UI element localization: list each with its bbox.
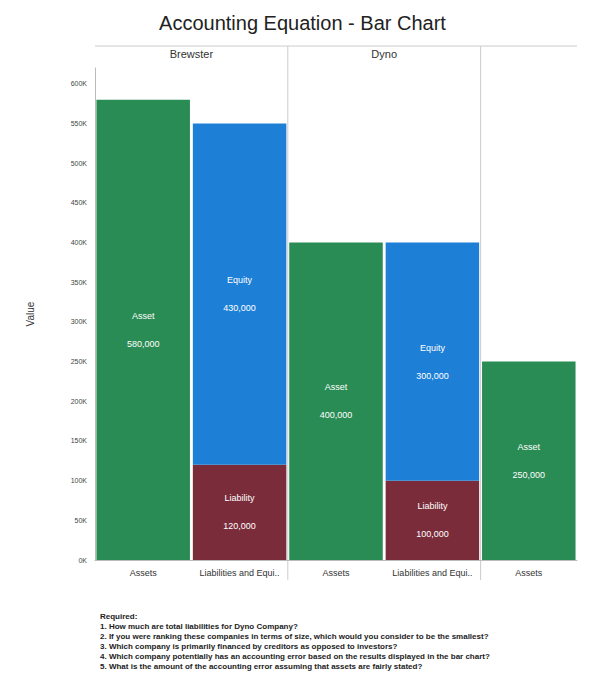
svg-text:50K: 50K (75, 517, 88, 524)
svg-text:Equity: Equity (420, 343, 446, 353)
svg-text:100K: 100K (71, 477, 88, 484)
svg-text:Asset: Asset (518, 442, 541, 452)
svg-text:550K: 550K (71, 120, 88, 127)
svg-text:Liability: Liability (417, 501, 448, 511)
html-text:5. What is the amount of the a: 5. What is the amount of the accounting … (100, 662, 423, 671)
svg-text:580,000: 580,000 (127, 339, 160, 349)
html-text:4. Which company potentially h: 4. Which company potentially has an acco… (100, 652, 490, 661)
svg-text:250,000: 250,000 (513, 470, 546, 480)
svg-text:600K: 600K (71, 80, 88, 87)
svg-text:200K: 200K (71, 398, 88, 405)
svg-text:350K: 350K (71, 279, 88, 286)
svg-text:250K: 250K (71, 358, 88, 365)
svg-text:Value: Value (25, 301, 36, 326)
html-text:1. How much are total liabilit: 1. How much are total liabilities for Dy… (100, 622, 298, 631)
svg-text:Asset: Asset (132, 311, 155, 321)
svg-text:500K: 500K (71, 160, 88, 167)
html-text:3. Which company is primarily: 3. Which company is primarily financed b… (100, 642, 398, 651)
svg-text:Equity: Equity (227, 275, 253, 285)
svg-text:Liability: Liability (225, 493, 256, 503)
svg-text:400K: 400K (71, 239, 88, 246)
html-text:2. If you were ranking these c: 2. If you were ranking these companies i… (100, 632, 489, 641)
svg-text:Liabilities and Equi..: Liabilities and Equi.. (200, 568, 280, 578)
svg-text:Liabilities and Equi..: Liabilities and Equi.. (392, 568, 472, 578)
svg-text:430,000: 430,000 (223, 303, 256, 313)
svg-text:Asset: Asset (325, 382, 348, 392)
svg-text:Assets: Assets (130, 568, 158, 578)
svg-text:0K: 0K (78, 557, 87, 564)
html-text:Required:: Required: (100, 612, 138, 621)
svg-text:Accounting Equation - Bar Char: Accounting Equation - Bar Chart (159, 12, 446, 34)
svg-text:Dyno: Dyno (371, 48, 397, 60)
svg-text:400,000: 400,000 (320, 410, 353, 420)
svg-text:300,000: 300,000 (416, 371, 449, 381)
svg-text:120,000: 120,000 (223, 521, 256, 531)
svg-text:Assets: Assets (515, 568, 543, 578)
svg-text:Assets: Assets (322, 568, 350, 578)
svg-text:450K: 450K (71, 199, 88, 206)
svg-text:150K: 150K (71, 437, 88, 444)
svg-text:Brewster: Brewster (170, 48, 214, 60)
svg-text:100,000: 100,000 (416, 529, 449, 539)
svg-text:300K: 300K (71, 318, 88, 325)
